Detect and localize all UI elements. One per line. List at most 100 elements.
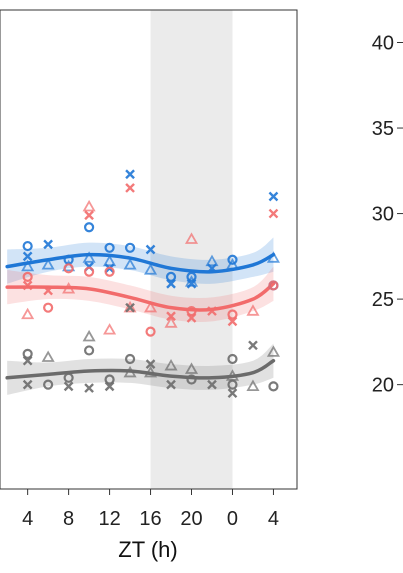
data-point-2-19 [184, 362, 199, 374]
data-point-2-29 [268, 381, 279, 392]
data-point-2-4 [43, 379, 54, 390]
data-point-2-11 [104, 381, 115, 392]
x-tick-label-4: 20 [180, 508, 202, 530]
data-point-1-6 [62, 282, 76, 294]
right-y-axis-ticks: 20 25 30 35 40 [372, 33, 403, 397]
data-point-0-28 [266, 251, 280, 263]
data-point-1-20 [186, 313, 197, 323]
data-point-2-7 [82, 329, 96, 342]
data-point-0-11 [103, 254, 117, 267]
data-point-2-6 [63, 381, 74, 392]
x-tick-label-5: 0 [227, 508, 238, 530]
data-point-0-8 [82, 251, 96, 263]
data-point-2-25 [227, 388, 238, 399]
data-point-1-13 [123, 300, 137, 313]
x-tick-label-0: 4 [22, 508, 33, 530]
trend-line-0 [5, 252, 276, 274]
data-point-2-1 [22, 355, 33, 366]
data-point-1-21 [207, 306, 217, 316]
x-axis-title: ZT (h) [118, 537, 177, 562]
data-point-2-28 [266, 345, 280, 357]
data-point-0-1 [22, 251, 33, 262]
data-point-2-12 [125, 302, 135, 313]
data-point-1-1 [22, 280, 33, 291]
data-point-2-16 [143, 365, 158, 378]
data-point-1-3 [43, 285, 53, 296]
data-point-0-4 [41, 258, 55, 270]
data-point-0-27 [268, 191, 279, 202]
data-point-1-26 [268, 280, 279, 291]
data-point-2-8 [83, 345, 95, 356]
data-point-1-0 [22, 271, 33, 282]
data-point-0-13 [125, 169, 135, 180]
data-point-2-21 [207, 379, 217, 390]
data-point-1-2 [21, 307, 35, 320]
data-point-1-18 [184, 232, 199, 244]
data-point-2-10 [104, 374, 115, 385]
data-point-1-17 [164, 316, 178, 328]
data-point-2-9 [84, 383, 94, 393]
data-point-0-25 [227, 254, 238, 265]
y-tick-label-2: 30 [372, 204, 394, 226]
data-point-2-0 [22, 348, 33, 359]
data-point-0-26 [225, 258, 240, 270]
data-point-1-10 [104, 266, 115, 277]
data-point-2-24 [227, 379, 238, 390]
data-point-2-26 [248, 340, 258, 351]
data-point-1-19 [186, 305, 197, 317]
y-tick-label-1: 25 [372, 289, 394, 311]
data-point-1-16 [166, 311, 176, 322]
x-axis-ticks: 4 8 12 16 20 0 4 [22, 489, 279, 530]
confidence-band-2 [7, 343, 274, 395]
y-tick-label-0: 20 [372, 375, 394, 397]
data-point-1-8 [84, 210, 94, 221]
data-point-2-13 [124, 353, 136, 365]
data-point-2-22 [227, 353, 238, 365]
x-tick-label-1: 8 [63, 508, 74, 530]
data-point-0-24 [207, 263, 217, 274]
data-point-0-20 [186, 271, 197, 282]
data-point-1-11 [103, 323, 117, 335]
data-point-1-15 [145, 326, 156, 337]
data-point-1-4 [43, 302, 54, 313]
plot-background [0, 10, 297, 489]
plot-border [0, 9, 298, 490]
x-tick-label-3: 16 [139, 508, 161, 530]
y-tick-label-4: 40 [372, 33, 394, 55]
data-point-2-27 [246, 379, 260, 392]
data-point-1-24 [246, 304, 260, 316]
data-point-0-18 [165, 271, 177, 282]
data-point-1-22 [227, 309, 238, 320]
x-tick-label-6: 4 [268, 508, 279, 530]
data-point-0-22 [186, 278, 197, 289]
x-tick-label-2: 12 [98, 508, 120, 530]
data-point-1-12 [125, 183, 135, 193]
data-point-1-5 [63, 263, 74, 274]
data-point-0-15 [123, 258, 137, 270]
data-point-2-15 [145, 359, 156, 369]
data-point-0-17 [143, 263, 158, 275]
data-point-0-7 [83, 222, 95, 233]
data-point-0-23 [205, 254, 219, 267]
data-point-2-5 [63, 372, 74, 383]
data-point-1-23 [227, 316, 238, 327]
data-point-2-20 [186, 374, 197, 385]
data-point-0-16 [145, 244, 156, 255]
data-point-0-2 [21, 259, 35, 272]
data-point-0-14 [124, 242, 136, 253]
data-point-2-3 [41, 350, 55, 362]
data-point-2-18 [166, 379, 176, 390]
data-point-0-3 [43, 239, 53, 250]
data-point-1-25 [268, 208, 279, 219]
data-points [21, 169, 280, 399]
data-point-1-9 [83, 266, 95, 277]
data-point-1-7 [82, 199, 96, 212]
data-point-0-19 [166, 278, 176, 289]
data-point-2-17 [164, 359, 178, 371]
data-point-0-10 [104, 242, 115, 253]
shaded-dark-period [150, 10, 233, 489]
trend-line-2 [5, 358, 276, 380]
data-point-2-14 [123, 365, 137, 378]
data-point-2-2 [22, 379, 33, 390]
